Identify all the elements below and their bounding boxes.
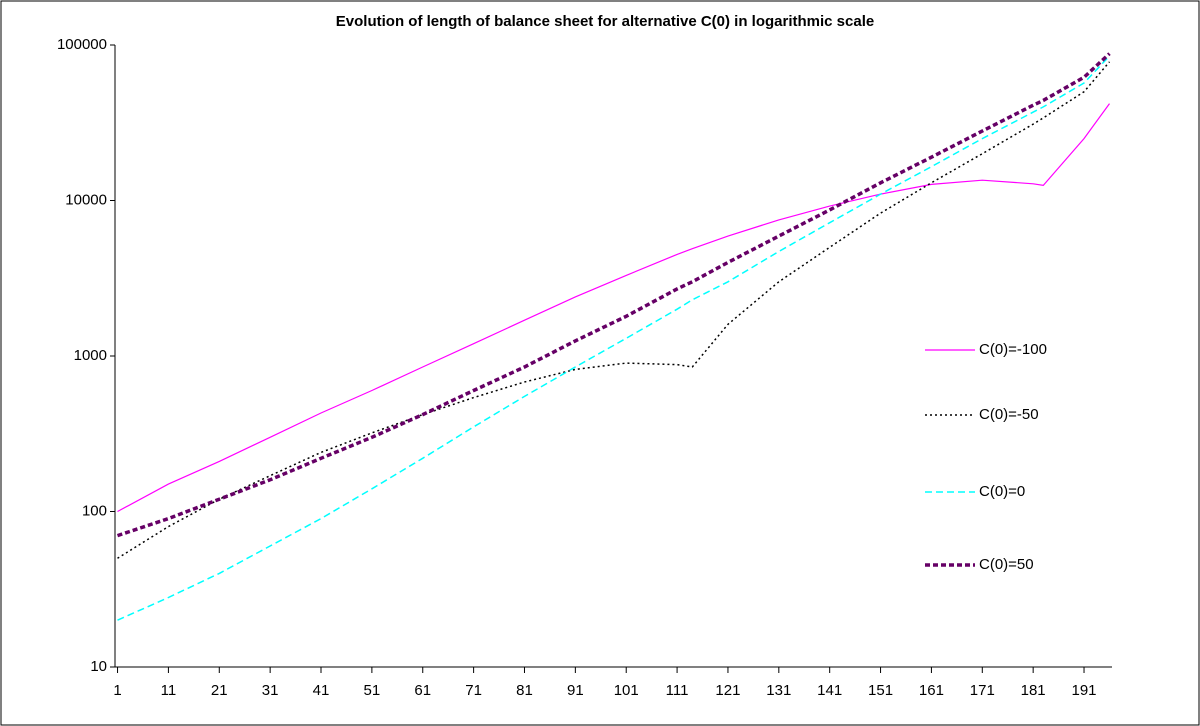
series-line bbox=[116, 52, 1111, 538]
y-tick-label: 1000 bbox=[74, 347, 107, 364]
legend-label: C(0)=0 bbox=[979, 483, 1025, 500]
x-tick-label: 171 bbox=[970, 682, 995, 699]
series-line bbox=[117, 61, 1111, 559]
x-tick-label: 101 bbox=[614, 682, 639, 699]
x-tick-label: 141 bbox=[817, 682, 842, 699]
x-tick-label: 41 bbox=[313, 682, 330, 699]
x-tick-label: 1 bbox=[113, 682, 121, 699]
x-tick-label: 91 bbox=[567, 682, 584, 699]
x-tick-label: 31 bbox=[262, 682, 279, 699]
x-tick-label: 161 bbox=[919, 682, 944, 699]
x-tick-label: 111 bbox=[666, 682, 689, 699]
x-tick-label: 51 bbox=[364, 682, 381, 699]
series-line bbox=[117, 103, 1110, 513]
x-tick-label: 121 bbox=[715, 682, 740, 699]
y-tick-label: 100 bbox=[82, 502, 107, 519]
x-tick-label: 181 bbox=[1021, 682, 1046, 699]
x-tick-label: 131 bbox=[766, 682, 791, 699]
chart-title: Evolution of length of balance sheet for… bbox=[336, 13, 874, 30]
x-tick-label: 61 bbox=[414, 682, 431, 699]
x-tick-label: 191 bbox=[1072, 682, 1097, 699]
y-tick-label: 100000 bbox=[57, 36, 107, 53]
x-tick-label: 71 bbox=[465, 682, 482, 699]
y-tick-label: 10 bbox=[90, 658, 107, 675]
x-tick-label: 151 bbox=[868, 682, 893, 699]
legend-label: C(0)=-50 bbox=[979, 406, 1039, 423]
x-tick-label: 21 bbox=[211, 682, 228, 699]
series-line bbox=[117, 55, 1111, 621]
x-tick-label: 11 bbox=[161, 682, 177, 699]
legend-label: C(0)=50 bbox=[979, 556, 1034, 573]
y-tick-label: 10000 bbox=[65, 191, 107, 208]
legend-label: C(0)=-100 bbox=[979, 341, 1047, 358]
x-tick-label: 81 bbox=[516, 682, 533, 699]
